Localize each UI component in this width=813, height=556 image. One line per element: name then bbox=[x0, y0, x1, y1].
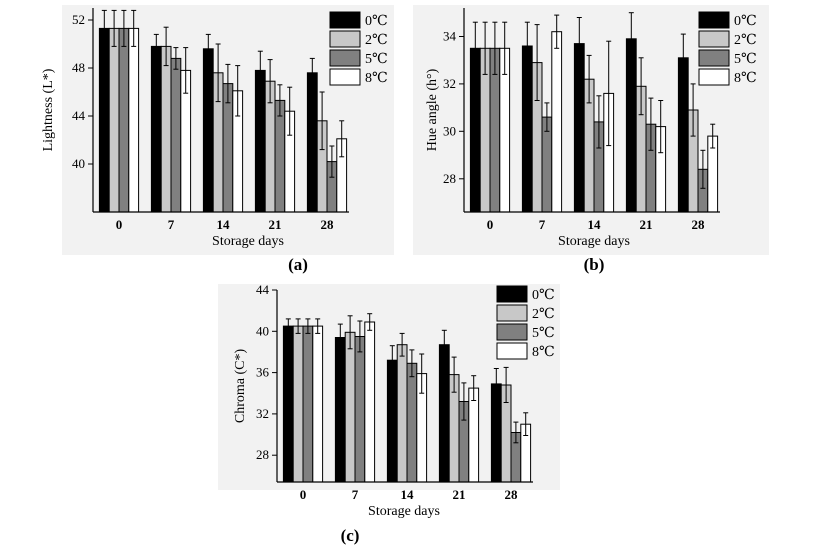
x-tick-label: 28 bbox=[321, 217, 335, 232]
bar bbox=[202, 48, 214, 213]
legend-swatch bbox=[329, 68, 361, 86]
y-tick-label: 40 bbox=[72, 156, 85, 171]
legend-label: 8℃ bbox=[532, 345, 555, 360]
y-tick-label: 44 bbox=[256, 282, 270, 297]
bar bbox=[292, 325, 304, 483]
panel-c-x-axis-label: Storage days bbox=[368, 504, 440, 519]
x-tick-label: 7 bbox=[352, 487, 359, 502]
bar bbox=[386, 359, 398, 483]
panel-b-y-axis-label: Hue angle (h°) bbox=[425, 68, 440, 151]
y-tick-label: 28 bbox=[443, 171, 456, 186]
y-tick-label: 32 bbox=[443, 76, 456, 91]
x-tick-label: 0 bbox=[116, 217, 123, 232]
legend-swatch bbox=[496, 285, 528, 303]
bar bbox=[312, 325, 324, 483]
y-tick-label: 34 bbox=[443, 29, 457, 44]
legend-label: 2℃ bbox=[532, 307, 555, 322]
bar bbox=[468, 387, 480, 483]
bar bbox=[334, 337, 346, 483]
bar bbox=[354, 336, 366, 483]
bar bbox=[170, 57, 182, 213]
x-tick-label: 7 bbox=[168, 217, 175, 232]
panel-c-label: (c) bbox=[341, 526, 360, 545]
legend-swatch bbox=[698, 49, 730, 67]
x-tick-label: 28 bbox=[692, 217, 706, 232]
legend-label: 0℃ bbox=[365, 14, 388, 29]
x-tick-label: 14 bbox=[401, 487, 415, 502]
bar bbox=[396, 344, 408, 483]
y-tick-label: 44 bbox=[72, 108, 86, 123]
legend-label: 0℃ bbox=[532, 288, 555, 303]
panel-b-label: (b) bbox=[584, 255, 605, 274]
bar bbox=[302, 325, 314, 483]
bar bbox=[364, 321, 376, 483]
y-tick-label: 30 bbox=[443, 123, 456, 138]
bar bbox=[344, 331, 356, 483]
bar bbox=[118, 27, 130, 213]
bar bbox=[438, 344, 450, 483]
legend-label: 8℃ bbox=[734, 71, 757, 86]
panel-c: Chroma (C*) Storage days (c) 28 32 36 40 44 0… bbox=[218, 282, 560, 545]
legend-swatch bbox=[329, 30, 361, 48]
y-tick-label: 32 bbox=[256, 406, 269, 421]
x-tick-label: 7 bbox=[539, 217, 546, 232]
legend-swatch bbox=[329, 49, 361, 67]
legend-label: 8℃ bbox=[365, 71, 388, 86]
bar bbox=[306, 72, 318, 213]
panel-b-x-axis-label: Storage days bbox=[558, 234, 630, 249]
y-tick-label: 48 bbox=[72, 60, 85, 75]
bar bbox=[128, 27, 140, 213]
x-tick-label: 21 bbox=[269, 217, 282, 232]
panel-c-y-axis-label: Chroma (C*) bbox=[233, 349, 248, 424]
legend-label: 2℃ bbox=[734, 33, 757, 48]
panel-a: Lightness (L*) Storage days (a) 40 44 48 52… bbox=[41, 5, 394, 274]
y-tick-label: 28 bbox=[256, 447, 269, 462]
bar bbox=[274, 99, 286, 213]
bar bbox=[551, 31, 563, 213]
legend-label: 2℃ bbox=[365, 33, 388, 48]
x-tick-label: 14 bbox=[588, 217, 602, 232]
legend-swatch bbox=[496, 304, 528, 322]
legend-label: 5℃ bbox=[365, 52, 388, 67]
legend-swatch bbox=[698, 11, 730, 29]
legend-swatch bbox=[496, 323, 528, 341]
bar bbox=[108, 27, 120, 213]
legend-swatch bbox=[698, 68, 730, 86]
bar bbox=[282, 325, 294, 483]
x-tick-label: 14 bbox=[217, 217, 231, 232]
x-tick-label: 0 bbox=[300, 487, 307, 502]
legend-swatch bbox=[496, 342, 528, 360]
bar bbox=[521, 45, 533, 213]
x-tick-label: 0 bbox=[487, 217, 494, 232]
legend-swatch bbox=[329, 11, 361, 29]
x-tick-label: 21 bbox=[640, 217, 653, 232]
legend-label: 0℃ bbox=[734, 14, 757, 29]
legend-label: 5℃ bbox=[734, 52, 757, 67]
x-tick-label: 21 bbox=[453, 487, 466, 502]
bar bbox=[254, 69, 266, 213]
bar bbox=[150, 45, 162, 213]
y-tick-label: 36 bbox=[256, 365, 270, 380]
legend-label: 5℃ bbox=[532, 326, 555, 341]
panel-b: Hue angle (h°) Storage days (b) 28 30 32 34… bbox=[413, 5, 769, 274]
bar bbox=[98, 27, 110, 213]
y-tick-label: 52 bbox=[72, 12, 85, 27]
x-tick-label: 28 bbox=[505, 487, 519, 502]
panel-a-label: (a) bbox=[288, 255, 308, 274]
bar bbox=[160, 45, 172, 213]
y-tick-label: 40 bbox=[256, 323, 269, 338]
panel-a-y-axis-label: Lightness (L*) bbox=[41, 68, 56, 151]
legend-swatch bbox=[698, 30, 730, 48]
bar bbox=[406, 362, 418, 483]
panel-a-x-axis-label: Storage days bbox=[212, 234, 284, 249]
